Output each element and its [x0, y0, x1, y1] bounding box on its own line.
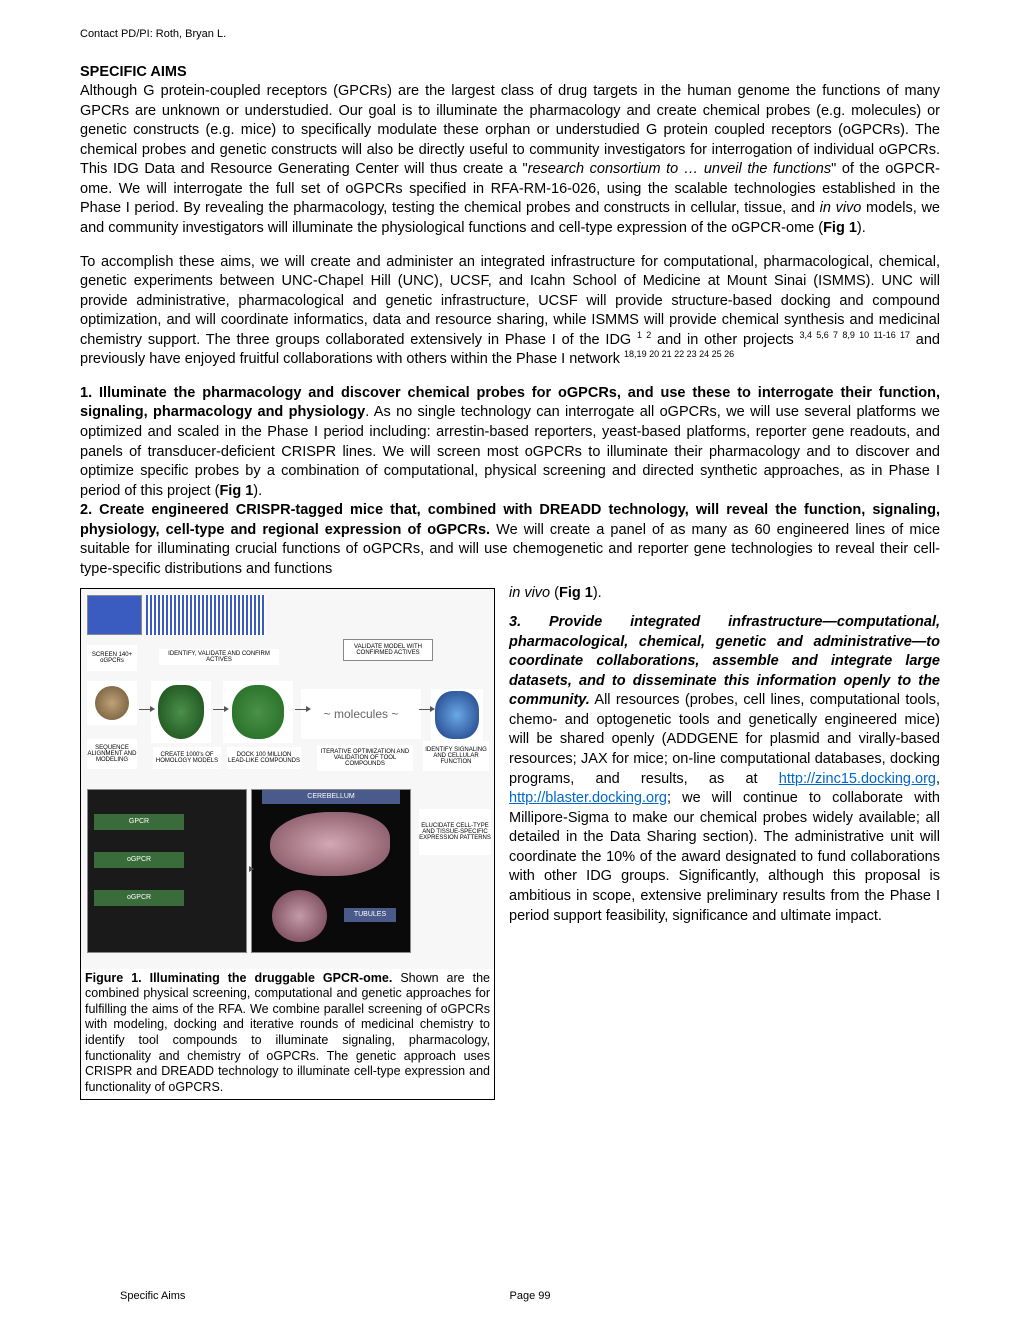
fig-label-sequence: SEQUENCE ALIGNMENT AND MODELING [87, 739, 137, 769]
fig-label-cerebellum: CEREBELLUM [262, 790, 400, 804]
aim-3-text-b: , [936, 771, 940, 787]
fig-label-tubules: TUBULES [344, 908, 396, 922]
p2-sup-1: 1 2 [637, 330, 651, 340]
p1-text-b: research consortium to … unveil the func… [528, 161, 831, 177]
aim-2-fig-ref: Fig 1 [559, 585, 593, 601]
fig-label-dock: DOCK 100 MILLION LEAD-LIKE COMPOUNDS [227, 747, 301, 769]
page-footer: Specific Aims Page 99 [0, 1290, 1020, 1302]
link-zinc15[interactable]: http://zinc15.docking.org [779, 771, 936, 787]
fig-label-gpcr: GPCR [94, 814, 184, 830]
p2-text-b: and in other projects [651, 332, 799, 348]
p1-text-g: ). [857, 220, 866, 236]
aim-1-fig-ref: Fig 1 [219, 483, 253, 499]
aim-2-text-e: ). [593, 585, 602, 601]
figure-caption-title: Figure 1. Illuminating the druggable GPC… [85, 971, 392, 985]
aim-3-text-c: ; we will continue to collaborate with M… [509, 790, 940, 923]
fig-label-identify: IDENTIFY, VALIDATE AND CONFIRM ACTIVES [159, 649, 279, 665]
p1-text-d: in vivo [820, 200, 862, 216]
fig-label-ogpcr-1: oGPCR [94, 852, 184, 868]
aim-2-text-c: ( [550, 585, 559, 601]
aim-2-text-b: in vivo [509, 585, 550, 601]
figure-box: SCREEN 140+ oGPCRs IDENTIFY, VALIDATE AN… [80, 588, 495, 1100]
figure-caption-body: Shown are the combined physical screenin… [85, 971, 490, 1094]
figure-caption: Figure 1. Illuminating the druggable GPC… [81, 969, 494, 1099]
footer-left: Specific Aims [120, 1290, 393, 1302]
link-blaster[interactable]: http://blaster.docking.org [509, 790, 667, 806]
section-title: SPECIFIC AIMS [80, 64, 940, 80]
figure-1: SCREEN 140+ oGPCRs IDENTIFY, VALIDATE AN… [80, 588, 495, 1100]
fig-label-validate: VALIDATE MODEL WITH CONFIRMED ACTIVES [343, 639, 433, 661]
aim-1: 1. Illuminate the pharmacology and disco… [80, 384, 940, 501]
fig-label-ogpcr-2: oGPCR [94, 890, 184, 906]
fig-label-iterate: ITERATIVE OPTIMIZATION AND VALIDATION OF… [317, 745, 413, 771]
p2-sup-2: 3,4 5,6 7 8,9 10 11-16 17 [800, 330, 910, 340]
header-contact: Contact PD/PI: Roth, Bryan L. [80, 28, 940, 40]
fig-label-screen: SCREEN 140+ oGPCRs [87, 645, 137, 671]
p2-sup-3: 18,19 20 21 22 23 24 25 26 [624, 349, 734, 359]
aim-1-text-c: ). [253, 483, 262, 499]
p1-fig-ref: Fig 1 [823, 220, 857, 236]
paragraph-1: Although G protein-coupled receptors (GP… [80, 82, 940, 239]
figure-image: SCREEN 140+ oGPCRs IDENTIFY, VALIDATE AN… [81, 589, 494, 969]
footer-right: Page 99 [393, 1290, 666, 1302]
fig-label-elucidate: ELUCIDATE CELL-TYPE AND TISSUE-SPECIFIC … [419, 809, 491, 855]
paragraph-2: To accomplish these aims, we will create… [80, 253, 940, 370]
aim-2: 2. Create engineered CRISPR-tagged mice … [80, 501, 940, 579]
fig-label-create: CREATE 1000's OF HOMOLOGY MODELS [153, 747, 221, 769]
fig-label-signal: IDENTIFY SIGNALING AND CELLULAR FUNCTION [423, 741, 489, 771]
